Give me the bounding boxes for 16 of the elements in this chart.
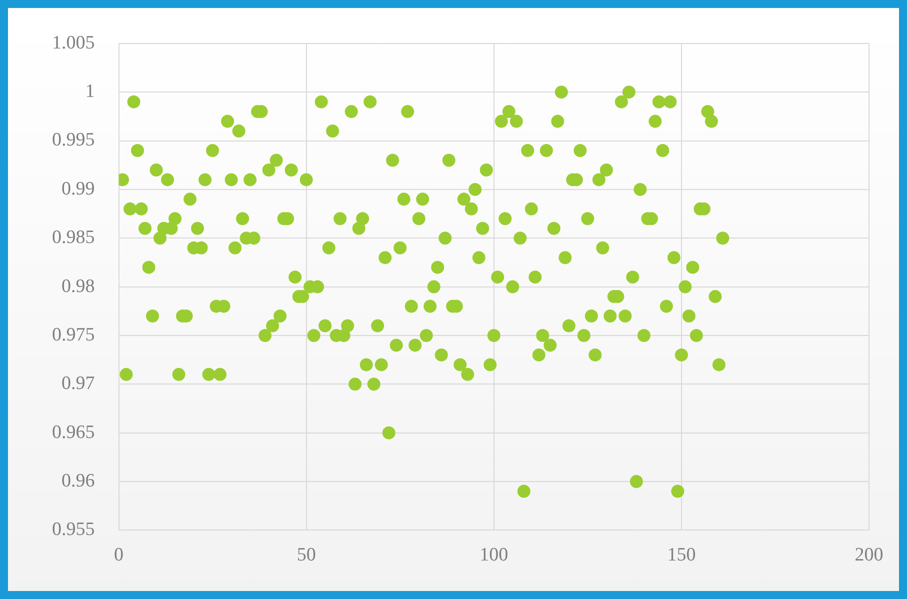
y-tick-label: 1.005 <box>52 32 95 54</box>
x-tick-label: 0 <box>114 544 124 566</box>
x-tick-label: 150 <box>667 544 696 566</box>
x-tick-label: 100 <box>480 544 508 566</box>
y-tick-label: 0.995 <box>52 130 95 151</box>
y-tick-label: 0.975 <box>52 324 95 346</box>
x-tick-label: 50 <box>296 544 316 566</box>
x-tick-label: 200 <box>854 544 884 566</box>
y-tick-label: 0.96 <box>62 470 95 492</box>
y-tick-label: 0.97 <box>62 373 95 394</box>
y-tick-label: 0.98 <box>62 276 95 297</box>
y-tick-label: 0.99 <box>62 178 95 200</box>
y-tick-label: 0.985 <box>52 227 95 248</box>
y-tick-label: 0.955 <box>52 519 95 540</box>
y-tick-label: 1 <box>85 81 95 102</box>
y-tick-label: 0.965 <box>52 422 95 443</box>
